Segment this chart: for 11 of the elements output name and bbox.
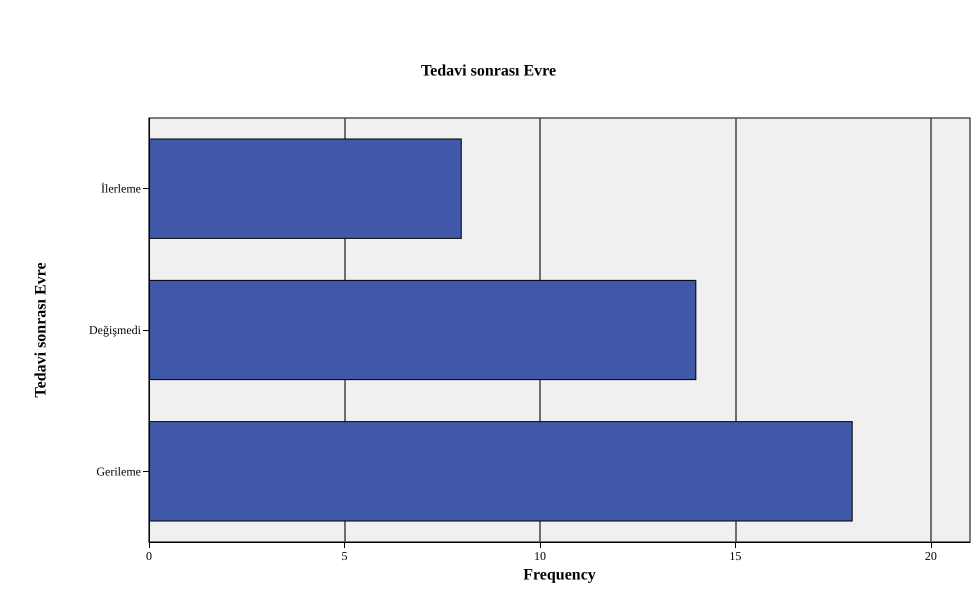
y-tick-label: Değişmedi	[89, 323, 142, 337]
x-tick-label: 0	[146, 549, 152, 563]
y-tick-label: Gerileme	[96, 464, 141, 478]
x-tick-label: 5	[341, 549, 348, 563]
x-tick-label: 20	[924, 549, 937, 563]
y-axis-title: Tedavi sonrası Evre	[32, 262, 50, 398]
x-tick-label: 15	[729, 549, 742, 563]
chart-title: Tedavi sonrası Evre	[420, 62, 556, 80]
y-tick-label: İlerleme	[101, 182, 141, 196]
x-tick-label: 10	[534, 549, 546, 563]
x-axis-title: Frequency	[523, 566, 596, 584]
